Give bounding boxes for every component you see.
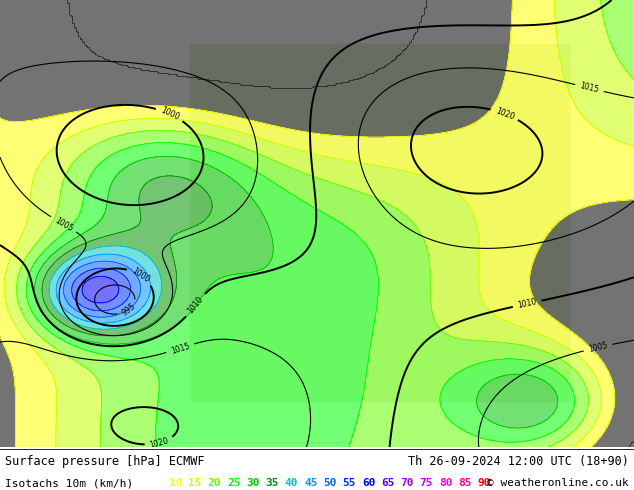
Text: 1015: 1015 xyxy=(579,81,600,95)
Text: 1010: 1010 xyxy=(186,295,205,316)
Text: Isotachs 10m (km/h): Isotachs 10m (km/h) xyxy=(5,478,133,488)
Text: 30: 30 xyxy=(246,478,260,488)
Text: Th 26-09-2024 12:00 UTC (18+90): Th 26-09-2024 12:00 UTC (18+90) xyxy=(408,455,629,468)
Text: 55: 55 xyxy=(342,478,356,488)
Text: 1005: 1005 xyxy=(53,216,74,233)
Text: 85: 85 xyxy=(458,478,472,488)
Text: 1005: 1005 xyxy=(588,341,609,354)
Text: 15: 15 xyxy=(188,478,202,488)
Text: Surface pressure [hPa] ECMWF: Surface pressure [hPa] ECMWF xyxy=(5,455,205,468)
Text: 50: 50 xyxy=(323,478,337,488)
Text: 1000: 1000 xyxy=(130,266,151,284)
Text: 1000: 1000 xyxy=(159,106,180,122)
Text: 70: 70 xyxy=(401,478,414,488)
Text: 25: 25 xyxy=(227,478,240,488)
Text: 45: 45 xyxy=(304,478,318,488)
Text: 40: 40 xyxy=(285,478,298,488)
Text: © weatheronline.co.uk: © weatheronline.co.uk xyxy=(487,478,629,488)
Text: 10: 10 xyxy=(169,478,183,488)
Text: 1010: 1010 xyxy=(517,297,538,310)
Text: 1020: 1020 xyxy=(494,106,515,122)
Text: 1015: 1015 xyxy=(170,341,191,355)
Text: 80: 80 xyxy=(439,478,453,488)
Text: 995: 995 xyxy=(120,302,138,318)
Text: 75: 75 xyxy=(420,478,433,488)
Text: 35: 35 xyxy=(266,478,279,488)
Text: 20: 20 xyxy=(208,478,221,488)
Text: 90: 90 xyxy=(477,478,491,488)
Text: 60: 60 xyxy=(362,478,375,488)
Text: 1020: 1020 xyxy=(149,436,170,450)
Text: 65: 65 xyxy=(381,478,394,488)
